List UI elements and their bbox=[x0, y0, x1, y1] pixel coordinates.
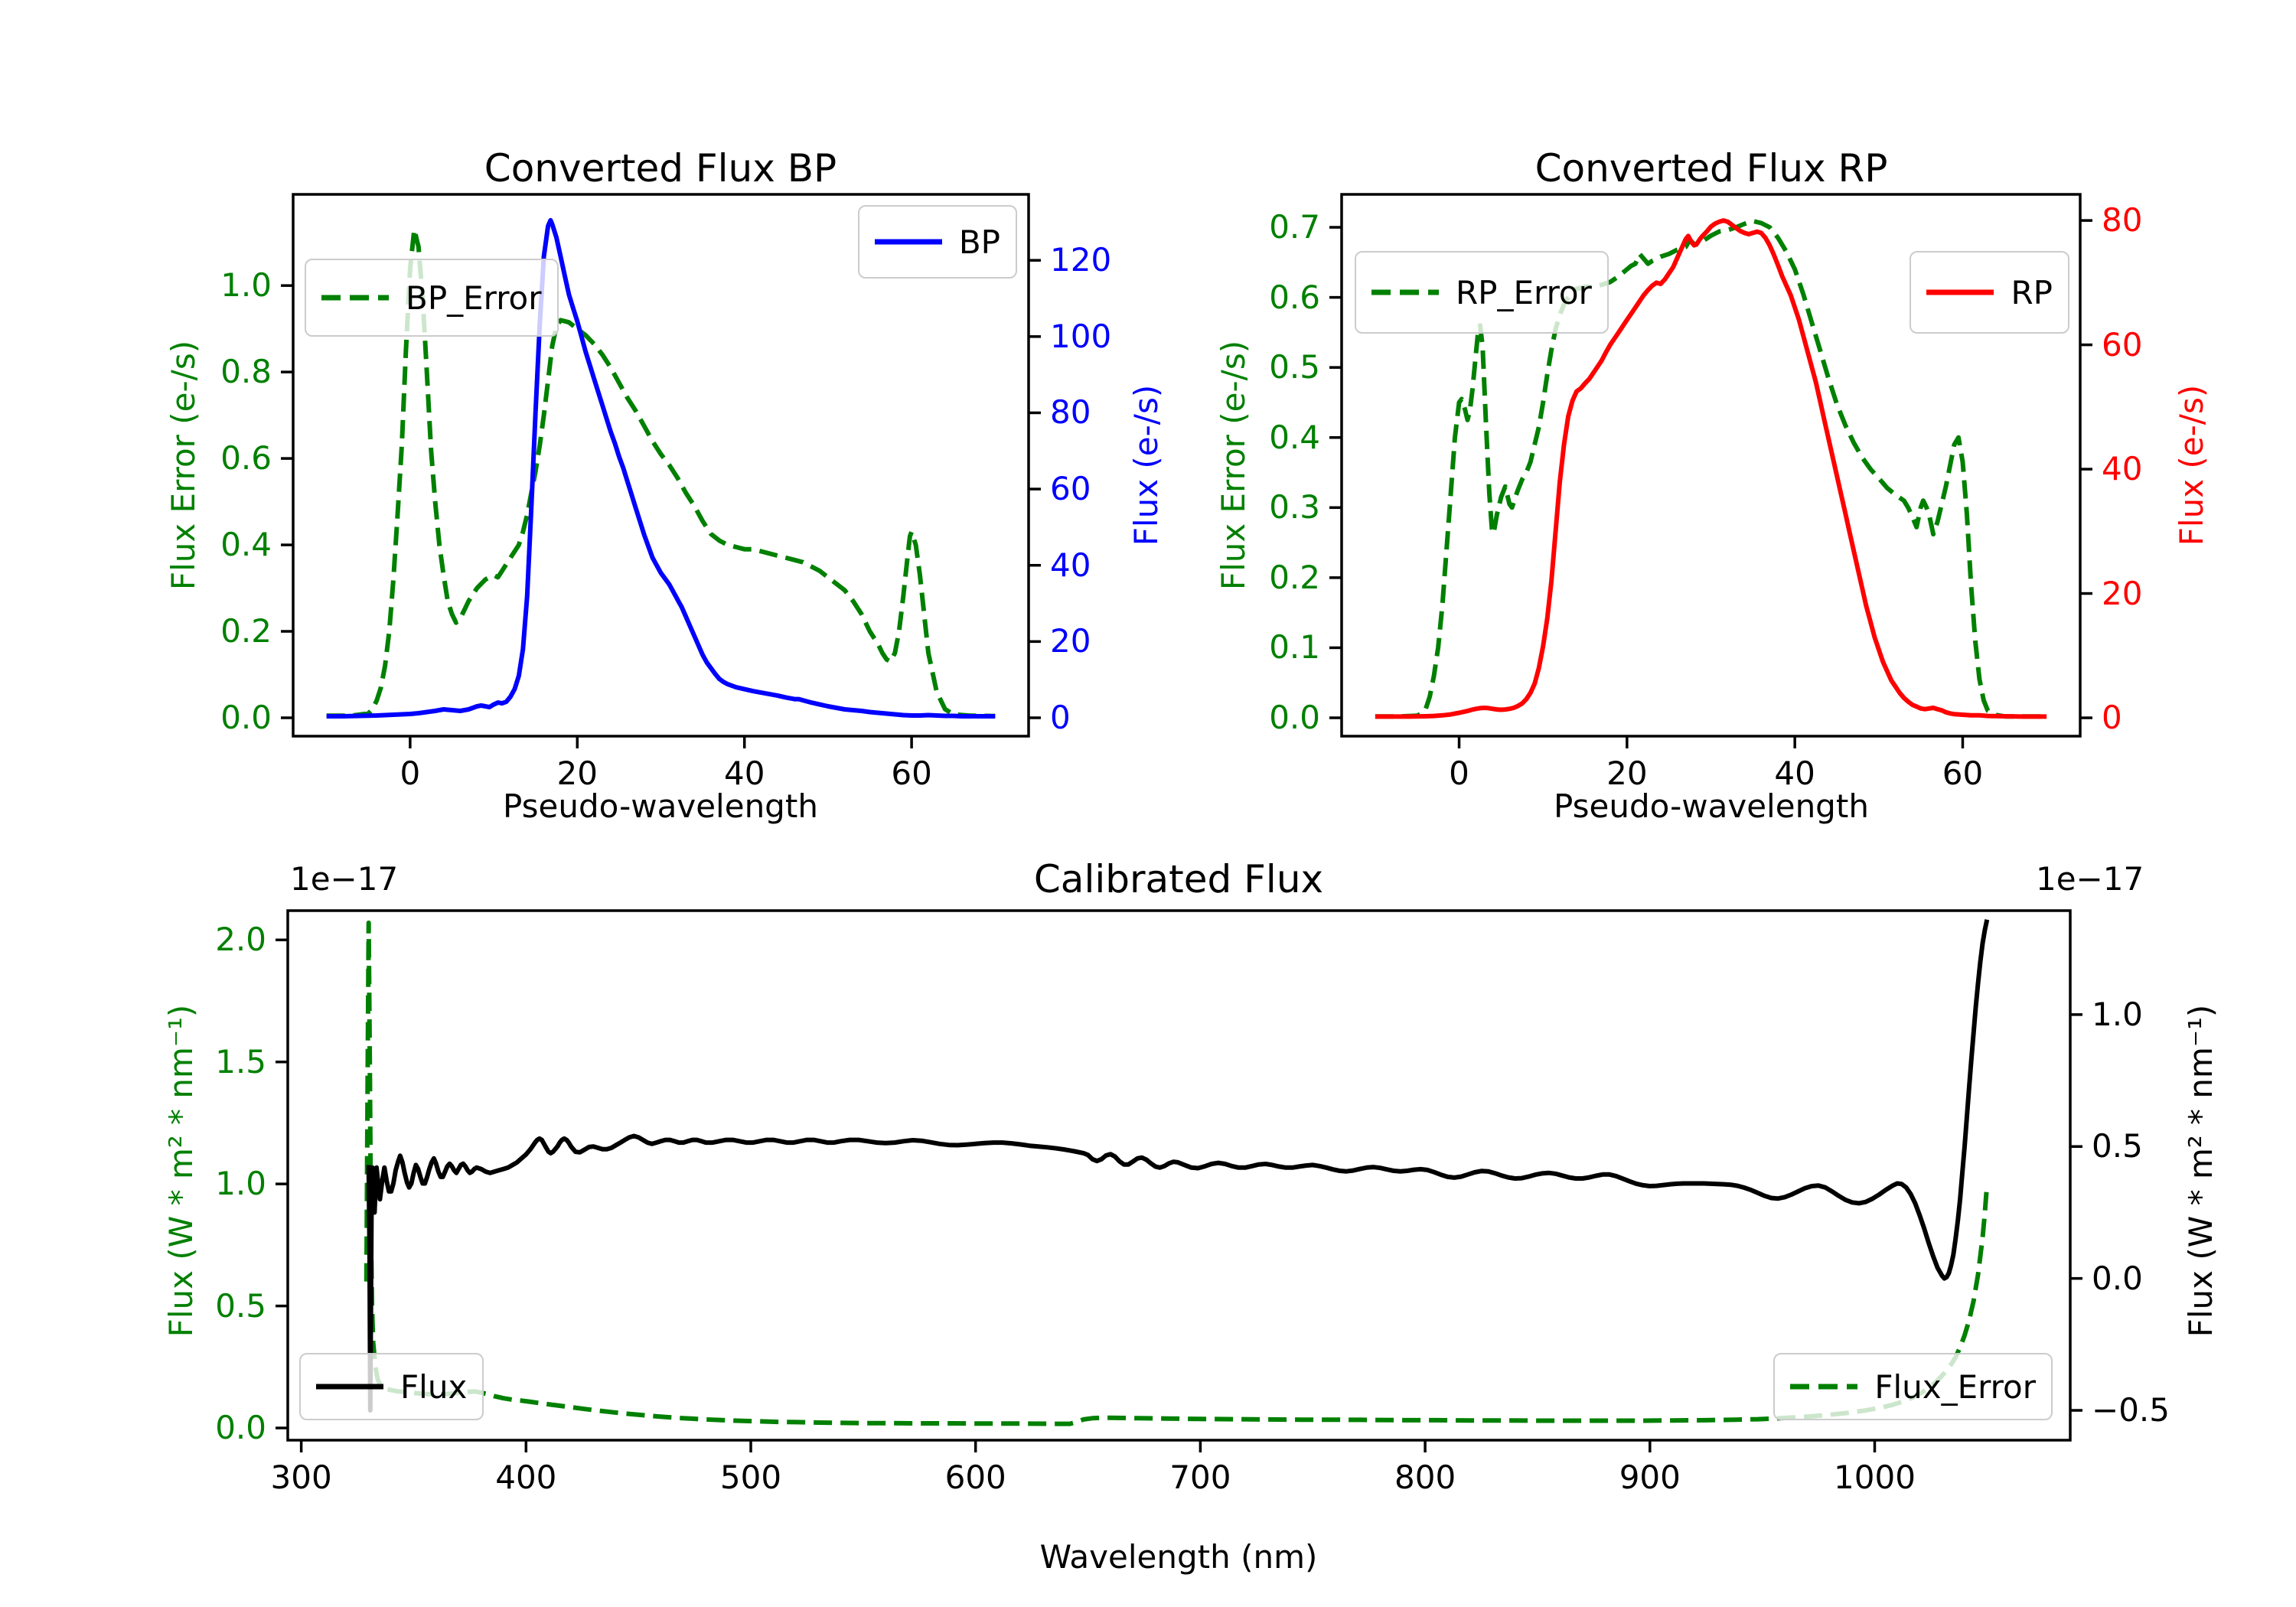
x-axis-label-rp: Pseudo-wavelength bbox=[1554, 787, 1869, 825]
legend-line-sample-solid bbox=[1926, 289, 1994, 295]
calibrated-y-left-tick-label: 0.5 bbox=[215, 1286, 266, 1325]
rp-y-left-tick-label: 0.2 bbox=[1269, 558, 1320, 596]
rp-y-left-tick-label: 0.1 bbox=[1269, 628, 1320, 667]
rp-y-right-tick-label: 20 bbox=[2102, 574, 2143, 612]
bp-y-left-tick-label: 0.8 bbox=[220, 353, 272, 391]
flux-curve bbox=[366, 919, 1990, 1413]
rp-y-right-tick-label: 0 bbox=[2102, 699, 2122, 737]
x-axis-label-bp: Pseudo-wavelength bbox=[503, 787, 818, 825]
bp-y-left-tick-label: 0.4 bbox=[220, 526, 272, 564]
calibrated-y-right-tick-label: −0.5 bbox=[2092, 1391, 2170, 1429]
x-axis-label-calibrated: Wavelength (nm) bbox=[1039, 1538, 1318, 1576]
rp-y-right-tick-label: 80 bbox=[2102, 201, 2143, 240]
legend-rp: RP bbox=[1910, 251, 2069, 334]
legend-label: BP bbox=[958, 223, 1000, 261]
y-axis-left-label-rp: Flux Error (e-/s) bbox=[1215, 340, 1252, 591]
calibrated-y-left-tick-label: 1.0 bbox=[215, 1165, 266, 1203]
calibrated-x-tick-label: 600 bbox=[944, 1459, 1006, 1496]
bp-x-tick-label: 20 bbox=[556, 755, 598, 792]
bp-y-left-tick-label: 0.6 bbox=[220, 439, 272, 478]
axes-spines bbox=[1340, 193, 2082, 738]
bp-error-curve bbox=[326, 227, 996, 719]
legend-flux: Flux bbox=[299, 1353, 484, 1420]
calibrated-y-right-tick-label: 0.5 bbox=[2092, 1127, 2143, 1165]
calibrated-y-left-tick-label: 0.0 bbox=[215, 1409, 266, 1447]
legend-line-sample-solid bbox=[874, 239, 942, 245]
y-axis-offset-text-left: 1e−17 bbox=[290, 860, 399, 898]
bp-y-right-tick-label: 120 bbox=[1050, 241, 1112, 279]
y-axis-right-label-rp: Flux (e-/s) bbox=[2173, 384, 2210, 546]
rp-x-tick-label: 20 bbox=[1606, 755, 1648, 792]
y-axis-right-label-bp: Flux (e-/s) bbox=[1127, 384, 1165, 546]
bp-curve bbox=[326, 217, 996, 719]
rp-y-left-tick-label: 0.6 bbox=[1269, 278, 1320, 316]
legend-label: RP bbox=[2011, 273, 2053, 311]
bp-y-right-tick-label: 80 bbox=[1050, 393, 1091, 432]
legend-label: RP_Error bbox=[1456, 273, 1592, 311]
calibrated-y-right-tick-label: 0.0 bbox=[2092, 1259, 2143, 1297]
legend-label: Flux bbox=[400, 1367, 468, 1406]
flux-error-curve bbox=[364, 920, 1990, 1426]
calibrated-y-right-tick-label: 1.0 bbox=[2092, 995, 2143, 1033]
bp-y-left-tick-label: 0.0 bbox=[220, 698, 272, 736]
bp-y-right-tick-label: 60 bbox=[1050, 470, 1091, 508]
legend-line-sample-dashed bbox=[1790, 1384, 1858, 1390]
calibrated-x-tick-label: 700 bbox=[1169, 1459, 1231, 1496]
rp-x-tick-label: 0 bbox=[1449, 755, 1469, 792]
legend-line-sample-solid bbox=[316, 1384, 383, 1390]
plot-title-bp: Converted Flux BP bbox=[484, 146, 837, 191]
bp-y-right-tick-label: 100 bbox=[1050, 317, 1112, 355]
calibrated-x-tick-label: 900 bbox=[1619, 1459, 1681, 1496]
calibrated-x-tick-label: 800 bbox=[1394, 1459, 1456, 1496]
bp-y-right-tick-label: 0 bbox=[1050, 698, 1071, 736]
plot-title-rp: Converted Flux RP bbox=[1534, 146, 1888, 191]
calibrated-x-tick-label: 400 bbox=[495, 1459, 557, 1496]
calibrated-x-tick-label: 1000 bbox=[1834, 1459, 1916, 1496]
legend-line-sample-dashed bbox=[1371, 289, 1439, 295]
legend-bp: BP bbox=[857, 205, 1017, 279]
calibrated-y-left-tick-label: 2.0 bbox=[215, 921, 266, 959]
rp-y-left-tick-label: 0.3 bbox=[1269, 488, 1320, 526]
axes-spines bbox=[286, 909, 2072, 1442]
y-axis-left-label-calibrated: Flux (W * m² * nm⁻¹) bbox=[162, 1004, 200, 1338]
legend-rp-error: RP_Error bbox=[1355, 251, 1609, 334]
legend-flux-error: Flux_Error bbox=[1773, 1353, 2053, 1420]
y-axis-offset-text-right: 1e−17 bbox=[2036, 860, 2144, 898]
rp-y-left-tick-label: 0.0 bbox=[1269, 699, 1320, 736]
axes-spines bbox=[292, 193, 1030, 738]
calibrated-y-left-tick-label: 1.5 bbox=[215, 1042, 266, 1081]
bp-y-left-tick-label: 1.0 bbox=[220, 266, 272, 305]
legend-line-sample-dashed bbox=[321, 295, 389, 301]
bp-y-right-tick-label: 20 bbox=[1050, 622, 1091, 660]
rp-x-tick-label: 60 bbox=[1942, 755, 1984, 792]
rp-y-right-tick-label: 40 bbox=[2102, 450, 2143, 488]
bp-y-right-tick-label: 40 bbox=[1050, 546, 1091, 584]
calibrated-x-tick-label: 500 bbox=[719, 1459, 782, 1496]
legend-label: BP_Error bbox=[406, 279, 542, 317]
bp-x-tick-label: 40 bbox=[723, 755, 765, 792]
plot-title-calibrated: Calibrated Flux bbox=[1033, 857, 1324, 901]
y-axis-right-label-calibrated: Flux (W * m² * nm⁻¹) bbox=[2182, 1004, 2219, 1338]
legend-bp-error: BP_Error bbox=[305, 259, 559, 337]
bp-x-tick-label: 0 bbox=[400, 755, 421, 792]
bp-y-left-tick-label: 0.2 bbox=[220, 612, 272, 650]
y-axis-left-label-bp: Flux Error (e-/s) bbox=[165, 340, 202, 591]
calibrated-x-tick-label: 300 bbox=[270, 1459, 332, 1496]
rp-y-right-tick-label: 60 bbox=[2102, 325, 2143, 363]
rp-y-left-tick-label: 0.4 bbox=[1269, 418, 1320, 456]
bp-x-tick-label: 60 bbox=[891, 755, 932, 792]
rp-curve bbox=[1375, 218, 2047, 719]
rp-y-left-tick-label: 0.5 bbox=[1269, 348, 1320, 386]
legend-label: Flux_Error bbox=[1874, 1367, 2036, 1406]
rp-x-tick-label: 40 bbox=[1774, 755, 1815, 792]
rp-y-left-tick-label: 0.7 bbox=[1269, 208, 1320, 246]
